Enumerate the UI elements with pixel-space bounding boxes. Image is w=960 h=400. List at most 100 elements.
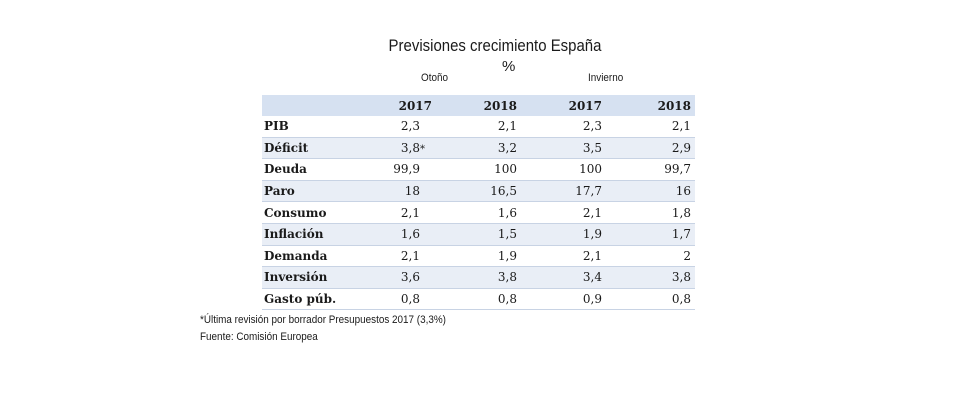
table-cell: 18 [350,179,436,202]
table-cell: 1,6 [436,201,521,224]
table-cell: 1,5 [436,222,521,246]
cell-value: 0,9 [582,292,602,307]
table-cell: 2,1 [350,201,436,224]
row-label: Consumo [262,201,350,224]
table-cell: 3,5 [521,136,606,159]
row-label: Inversión [262,266,350,289]
group-label-autumn: Otoño [421,72,448,84]
table-cell: 0,8 [350,287,436,311]
cell-value: 3,8 [497,270,517,285]
cell-value: 1,6 [400,227,420,242]
cell-value: 2,3 [582,119,602,134]
table-cell: 3,4 [521,266,606,289]
table-cell: 1,9 [436,244,521,267]
cell-value: 0,8 [400,292,420,307]
cell-value: 16,5 [490,184,517,199]
header-corner [262,95,350,116]
column-header: 2017 [521,95,606,116]
cell-value: 2,3 [400,119,420,134]
table-row: Demanda 2,1 1,9 2,1 2 [262,244,695,267]
cell-value: 2,1 [400,248,420,263]
table-cell: 0,8 [436,287,521,311]
table-row: Paro 18 16,5 17,7 16 [262,179,695,202]
cell-value: 1,7 [671,227,691,242]
cell-value: 1,5 [497,227,517,242]
cell-value: 2,1 [400,205,420,220]
row-label: Paro [262,179,350,202]
table-cell: 99,7 [606,158,695,181]
cell-value: 2,9 [671,140,691,155]
cell-value: 100 [494,162,517,177]
table-row: Deuda 99,9 100 100 99,7 [262,158,695,181]
cell-value: 3,2 [497,140,517,155]
row-label: Demanda [262,244,350,267]
table-cell: 16 [606,179,695,202]
table-title: Previsiones crecimiento España [388,36,602,55]
cell-value: 2,1 [582,248,602,263]
table-cell: 2,1 [350,244,436,267]
unit-label: % [502,58,516,75]
table-cell: 0,8 [606,287,695,311]
table-row: Déficit 3,8* 3,2 3,5 2,9 [262,136,695,159]
source-note: Fuente: Comisión Europea [200,331,318,343]
header-row: 2017 2018 2017 2018 [262,95,695,116]
cell-value: 18 [404,184,420,199]
table-cell: 16,5 [436,179,521,202]
table-cell: 99,9 [350,158,436,181]
cell-value: 1,9 [497,248,517,263]
cell-value: 2,1 [582,205,602,220]
column-header: 2018 [436,95,521,116]
table-row: PIB 2,3 2,1 2,3 2,1 [262,116,695,137]
cell-value: 0,8 [497,292,517,307]
table-cell: 2 [606,244,695,267]
column-header: 2018 [606,95,695,116]
cell-value: 3,4 [582,270,602,285]
row-label: Deuda [262,158,350,181]
table-row: Consumo 2,1 1,6 2,1 1,8 [262,201,695,224]
column-header: 2017 [350,95,436,116]
group-label-winter: Invierno [588,72,624,84]
table-cell: 3,8* [350,136,436,159]
table-cell: 3,8 [606,266,695,289]
cell-value: 3,5 [582,140,602,155]
cell-value: 1,6 [497,205,517,220]
table-cell: 0,9 [521,287,606,311]
table-cell: 2,1 [606,116,695,137]
cell-value: 2 [683,248,691,263]
table-cell: 100 [436,158,521,181]
cell-value: 3,8 [400,140,420,155]
cell-value: 1,8 [671,205,691,220]
cell-value: 16 [675,184,691,199]
cell-value: 2,1 [671,119,691,134]
cell-value: 1,9 [582,227,602,242]
table-cell: 1,7 [606,222,695,246]
table-cell: 2,1 [436,116,521,137]
table-cell: 2,9 [606,136,695,159]
table-cell: 3,8 [436,266,521,289]
table-row: Inflación 1,6 1,5 1,9 1,7 [262,222,695,246]
row-label: Inflación [262,222,350,246]
table-cell: 2,1 [521,244,606,267]
forecast-table: 2017 2018 2017 2018 PIB 2,3 2,1 2,3 2,1 Défic… [262,95,695,311]
cell-value: 17,7 [575,184,602,199]
table-cell: 1,9 [521,222,606,246]
table-row: Inversión 3,6 3,8 3,4 3,8 [262,266,695,289]
row-label: PIB [264,119,289,134]
footnote: *Última revisión por borrador Presupuest… [200,314,446,326]
table-cell: 1,8 [606,201,695,224]
row-label: Déficit [262,136,350,159]
table-cell: 100 [521,158,606,181]
table-row: Gasto púb. 0,8 0,8 0,9 0,8 [262,287,695,311]
cell-value: 0,8 [671,292,691,307]
footnote-marker: * [420,143,425,155]
table-cell: 1,6 [350,222,436,246]
table-cell: 2,3 [350,116,436,137]
table-cell: 17,7 [521,179,606,202]
cell-value: 99,7 [664,162,691,177]
table-body: PIB 2,3 2,1 2,3 2,1 Déficit 3,8* 3,2 3,5 2,9 Deuda… [262,116,695,311]
cell-value: 100 [579,162,602,177]
row-label: Gasto púb. [262,287,350,311]
table-cell: 3,6 [350,266,436,289]
cell-value: 2,1 [497,119,517,134]
cell-value: 3,6 [400,270,420,285]
